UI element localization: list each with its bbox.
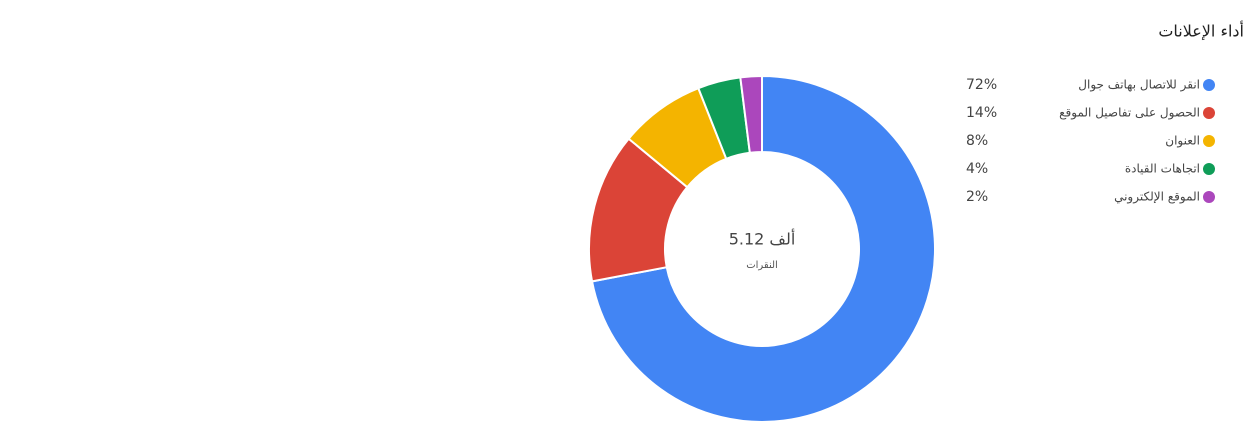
legend-swatch — [1203, 163, 1215, 175]
legend-label: انقر للاتصال بهاتف جوال — [1078, 78, 1200, 93]
legend-value: 8% — [966, 133, 988, 149]
legend-value: 4% — [966, 161, 988, 177]
legend-label: العنوان — [1165, 134, 1200, 149]
legend-swatch — [1203, 191, 1215, 203]
chart-title: أداء الإعلانات — [1158, 21, 1244, 41]
legend-swatch — [1203, 135, 1215, 147]
legend-label: الموقع الإلكتروني — [1114, 190, 1200, 205]
donut-slice — [739, 74, 763, 154]
center-value: 5.12 ألف — [729, 229, 796, 249]
legend-label: اتجاهات القيادة — [1125, 162, 1200, 176]
legend-value: 72% — [966, 77, 997, 93]
legend-value: 2% — [966, 189, 988, 205]
legend-swatch — [1203, 107, 1215, 119]
center-label: النقرات — [746, 260, 778, 271]
donut-slice — [590, 74, 936, 423]
legend-value: 14% — [966, 105, 997, 121]
legend-label: الحصول على تفاصيل الموقع — [1059, 106, 1200, 121]
legend-swatch — [1203, 79, 1215, 91]
